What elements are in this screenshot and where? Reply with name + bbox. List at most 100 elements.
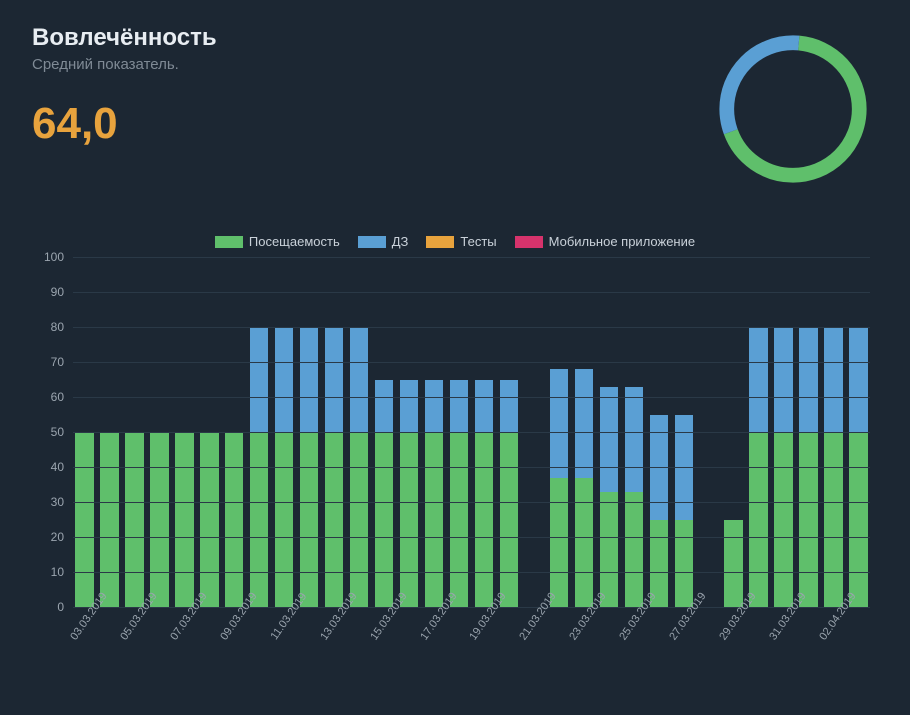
bar-segment-attendance xyxy=(325,432,343,607)
x-tick: 17.03.2019 xyxy=(421,607,446,667)
bar-segment-homework xyxy=(500,380,518,433)
bar-segment-attendance xyxy=(125,432,143,607)
bar-segment-attendance xyxy=(625,492,643,608)
y-axis: 0102030405060708090100 xyxy=(40,257,68,607)
bar-segment-homework xyxy=(774,327,792,432)
x-tick xyxy=(695,607,720,667)
gridline xyxy=(73,467,870,468)
legend-item[interactable]: ДЗ xyxy=(358,234,409,249)
bar-segment-attendance xyxy=(475,432,493,607)
bar-segment-attendance xyxy=(200,432,218,607)
gridline xyxy=(73,362,870,363)
dashboard-panel: Вовлечённость Средний показатель. 64,0 П… xyxy=(0,0,910,627)
bar-segment-homework xyxy=(325,327,343,432)
bar-segment-homework xyxy=(350,327,368,432)
bar-chart: 0102030405060708090100 03.03.201905.03.2… xyxy=(40,257,870,607)
x-tick: 19.03.2019 xyxy=(471,607,496,667)
bar-segment-attendance xyxy=(600,492,618,608)
x-tick xyxy=(247,607,272,667)
bar-segment-attendance xyxy=(724,520,742,608)
bar-segment-attendance xyxy=(150,432,168,607)
x-tick xyxy=(845,607,870,667)
legend-swatch xyxy=(515,236,543,248)
bar-segment-homework xyxy=(600,387,618,492)
bar-segment-homework xyxy=(300,327,318,432)
bar-segment-attendance xyxy=(774,432,792,607)
x-tick: 07.03.2019 xyxy=(172,607,197,667)
y-tick-label: 0 xyxy=(57,600,64,614)
bar-segment-attendance xyxy=(675,520,693,608)
bar-segment-attendance xyxy=(275,432,293,607)
y-tick-label: 90 xyxy=(51,285,64,299)
bar-segment-attendance xyxy=(425,432,443,607)
bar-segment-homework xyxy=(450,380,468,433)
bar-segment-homework xyxy=(799,327,817,432)
header-row: Вовлечённость Средний показатель. 64,0 xyxy=(32,24,878,194)
x-tick: 11.03.2019 xyxy=(272,607,297,667)
bar-segment-attendance xyxy=(100,432,118,607)
bar-segment-homework xyxy=(824,327,842,432)
y-tick-label: 20 xyxy=(51,530,64,544)
legend-item[interactable]: Посещаемость xyxy=(215,234,340,249)
y-tick-label: 100 xyxy=(44,250,64,264)
legend-item[interactable]: Мобильное приложение xyxy=(515,234,695,249)
x-tick xyxy=(496,607,521,667)
bar-segment-homework xyxy=(849,327,867,432)
bar-segment-attendance xyxy=(749,432,767,607)
x-tick: 25.03.2019 xyxy=(621,607,646,667)
x-tick: 29.03.2019 xyxy=(720,607,745,667)
bar-segment-attendance xyxy=(375,432,393,607)
panel-title: Вовлечённость xyxy=(32,24,708,52)
gridline xyxy=(73,292,870,293)
x-tick xyxy=(296,607,321,667)
metric-value: 64,0 xyxy=(32,99,708,149)
bar-segment-attendance xyxy=(575,478,593,608)
x-tick xyxy=(546,607,571,667)
y-tick-label: 60 xyxy=(51,390,64,404)
x-tick: 09.03.2019 xyxy=(222,607,247,667)
legend-item[interactable]: Тесты xyxy=(426,234,496,249)
legend-swatch xyxy=(358,236,386,248)
y-tick-label: 70 xyxy=(51,355,64,369)
x-tick xyxy=(197,607,222,667)
plot-area xyxy=(72,257,870,607)
gridline xyxy=(73,397,870,398)
gridline xyxy=(73,502,870,503)
x-tick: 31.03.2019 xyxy=(770,607,795,667)
chart-legend: Посещаемость ДЗ Тесты Мобильное приложение xyxy=(32,234,878,249)
bar-segment-homework xyxy=(550,369,568,478)
y-tick-label: 50 xyxy=(51,425,64,439)
panel-subtitle: Средний показатель. xyxy=(32,56,708,73)
y-tick-label: 30 xyxy=(51,495,64,509)
x-tick: 05.03.2019 xyxy=(122,607,147,667)
bar-segment-attendance xyxy=(799,432,817,607)
header-left: Вовлечённость Средний показатель. 64,0 xyxy=(32,24,708,149)
bar-segment-homework xyxy=(749,327,767,432)
x-tick: 15.03.2019 xyxy=(371,607,396,667)
x-tick: 13.03.2019 xyxy=(321,607,346,667)
bar-segment-homework xyxy=(250,327,268,432)
gridline xyxy=(73,572,870,573)
bar-segment-attendance xyxy=(75,432,93,607)
bar-segment-attendance xyxy=(824,432,842,607)
x-tick xyxy=(446,607,471,667)
donut-chart xyxy=(708,24,878,194)
x-tick xyxy=(97,607,122,667)
x-tick: 21.03.2019 xyxy=(521,607,546,667)
bar-segment-homework xyxy=(625,387,643,492)
bar-segment-attendance xyxy=(300,432,318,607)
x-tick: 23.03.2019 xyxy=(571,607,596,667)
bar-segment-homework xyxy=(425,380,443,433)
bar-segment-attendance xyxy=(450,432,468,607)
gridline xyxy=(73,327,870,328)
bar-segment-attendance xyxy=(350,432,368,607)
bar-segment-homework xyxy=(475,380,493,433)
legend-label: Мобильное приложение xyxy=(549,234,695,249)
bar-segment-attendance xyxy=(225,432,243,607)
x-tick: 27.03.2019 xyxy=(671,607,696,667)
x-tick xyxy=(646,607,671,667)
bar-segment-homework xyxy=(375,380,393,433)
x-tick xyxy=(745,607,770,667)
x-tick: 03.03.2019 xyxy=(72,607,97,667)
bar-segment-attendance xyxy=(175,432,193,607)
